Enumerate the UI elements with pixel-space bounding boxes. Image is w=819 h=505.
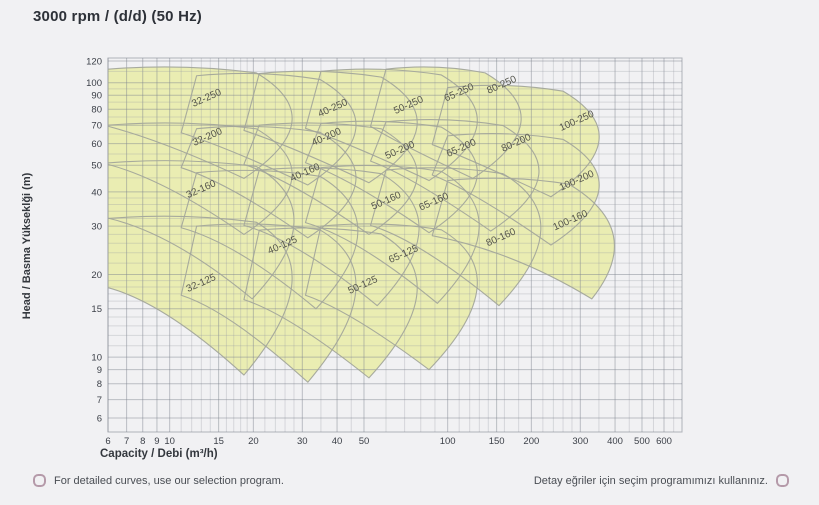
x-tick-label: 200: [523, 436, 539, 447]
pump-region-outline-80-160: [370, 167, 542, 307]
footnote-right-text: Detay eğriler için seçim programımızı ku…: [533, 474, 768, 487]
chart-title: 3000 rpm / (d/d) (50 Hz): [33, 8, 203, 25]
y-tick-label: 90: [91, 91, 102, 102]
x-tick-label: 50: [359, 436, 370, 447]
y-tick-label: 7: [97, 395, 102, 406]
bullet-circle-icon: [776, 474, 789, 487]
y-tick-label: 100: [86, 78, 102, 89]
pump-region-outline-80-200: [370, 119, 540, 232]
x-tick-label: 15: [213, 436, 224, 447]
footnote-right: Detay eğriler için seçim programımızı ku…: [534, 474, 789, 487]
y-tick-label: 80: [91, 105, 102, 116]
pump-region-outline-100-200: [431, 133, 600, 246]
x-tick-label: 30: [297, 436, 308, 447]
pump-region-100-160: [432, 178, 615, 299]
grid: [107, 57, 683, 433]
y-tick-label: 30: [91, 222, 102, 233]
x-tick-label: 9: [154, 436, 159, 447]
footnote-left: For detailed curves, use our selection p…: [33, 474, 284, 487]
x-tick-label: 150: [489, 436, 505, 447]
pump-region-outline-65-250: [304, 68, 478, 182]
pump-region-outline-50-125: [243, 227, 418, 379]
pump-regions-outline: [108, 66, 615, 383]
pump-region-outline-65-125: [304, 223, 478, 371]
footnote-left-text: For detailed curves, use our selection p…: [54, 474, 284, 487]
x-tick-label: 300: [572, 436, 588, 447]
pump-region-outline-32-250: [108, 66, 293, 179]
y-tick-label: 60: [91, 139, 102, 150]
y-tick-label: 6: [97, 413, 102, 424]
pump-region-65-125: [305, 223, 478, 370]
y-tick-label: 40: [91, 187, 102, 198]
x-tick-label: 20: [248, 436, 259, 447]
x-axis-title: Capacity / Debi (m³/h): [100, 448, 218, 460]
x-tick-label: 8: [140, 436, 145, 447]
y-axis-title: Head / Basma Yükseklği (m): [21, 172, 33, 320]
y-tick-label: 70: [91, 121, 102, 132]
y-tick-label: 8: [97, 379, 102, 390]
x-tick-label: 100: [440, 436, 456, 447]
pump-region-outline-50-160: [243, 167, 420, 307]
y-tick-label: 20: [91, 270, 102, 281]
x-tick-label: 7: [124, 436, 129, 447]
x-tick-label: 40: [332, 436, 343, 447]
pump-region-outline-100-160: [431, 177, 615, 300]
pump-region-outline-100-250: [431, 84, 600, 198]
pump-region-outline-40-160: [180, 169, 359, 310]
y-tick-label: 15: [91, 304, 102, 315]
pump-region-outline-80-250: [370, 66, 522, 179]
x-tick-label: 10: [164, 436, 175, 447]
pump-region-outline-40-125: [180, 223, 357, 383]
x-tick-label: 6: [105, 436, 110, 447]
x-tick-label: 600: [656, 436, 672, 447]
y-tick-label: 120: [86, 56, 102, 67]
y-tick-label: 9: [97, 365, 102, 376]
x-tick-label: 400: [607, 436, 623, 447]
pump-region-outline-65-200: [304, 120, 478, 234]
pump-region-outline-40-200: [180, 125, 357, 239]
x-tick-label: 500: [634, 436, 650, 447]
y-tick-label: 10: [91, 353, 102, 364]
y-tick-label: 50: [91, 161, 102, 172]
axis-tick-labels: 6 7 8 9 10 15 20 30 40 50 100 150 200 300 400 500 600678…: [86, 56, 672, 447]
pump-region-outline-65-160: [304, 164, 480, 304]
bullet-circle-icon: [33, 474, 46, 487]
